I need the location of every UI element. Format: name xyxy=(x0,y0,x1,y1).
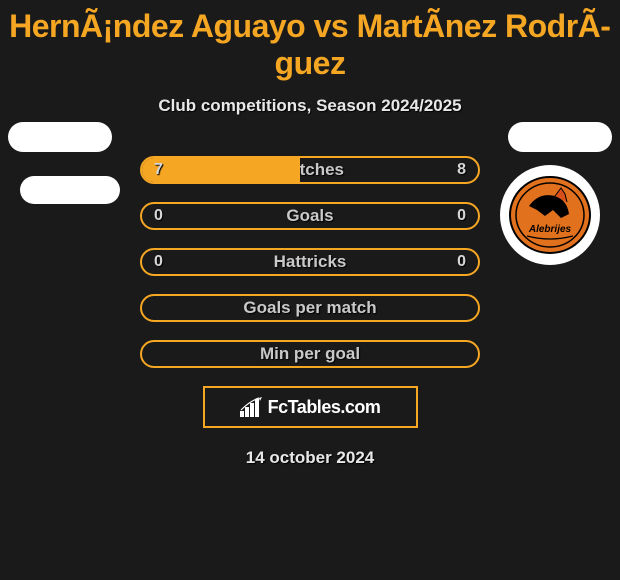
stat-value-left: 7 xyxy=(154,161,163,179)
stat-label: Goals xyxy=(286,206,333,226)
stat-fill-left xyxy=(142,158,300,182)
fctables-badge: FcTables.com xyxy=(203,386,418,428)
stat-label: Min per goal xyxy=(260,344,360,364)
page-title: HernÃ¡ndez Aguayo vs MartÃ­nez RodrÃ­gue… xyxy=(0,0,620,82)
subtitle: Club competitions, Season 2024/2025 xyxy=(0,96,620,116)
fctables-label: FcTables.com xyxy=(268,397,381,418)
stat-row: 0 Hattricks 0 xyxy=(140,248,480,276)
svg-text:Alebrijes: Alebrijes xyxy=(528,224,572,235)
stat-value-left: 0 xyxy=(154,253,163,271)
stat-label: Hattricks xyxy=(274,252,347,272)
stat-value-left: 0 xyxy=(154,207,163,225)
stat-row: 0 Goals 0 xyxy=(140,202,480,230)
stat-value-right: 8 xyxy=(457,161,466,179)
stat-row: Goals per match xyxy=(140,294,480,322)
stat-value-right: 0 xyxy=(457,253,466,271)
player-right-club-logo: Alebrijes xyxy=(500,165,600,265)
player-right-photo-placeholder xyxy=(508,122,612,152)
stat-row: Min per goal xyxy=(140,340,480,368)
date-label: 14 october 2024 xyxy=(0,448,620,468)
alebrijes-logo: Alebrijes xyxy=(509,174,591,256)
player-left-club-placeholder xyxy=(20,176,120,204)
bar-chart-icon xyxy=(240,397,264,417)
stat-row: 7Matches8 xyxy=(140,156,480,184)
stat-value-right: 0 xyxy=(457,207,466,225)
player-left-photo-placeholder xyxy=(8,122,112,152)
stat-label: Goals per match xyxy=(243,298,376,318)
